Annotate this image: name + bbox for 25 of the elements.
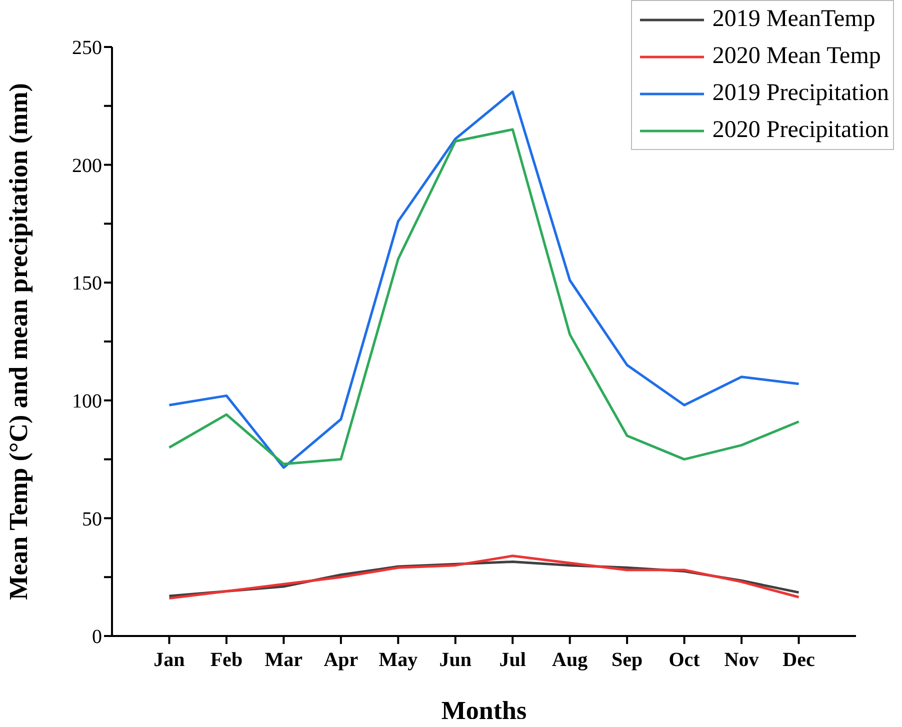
- y-tick-label: 0: [92, 626, 102, 648]
- y-tick-label: 100: [72, 390, 102, 412]
- x-tick-label: May: [378, 649, 418, 672]
- x-tick-label: Jun: [439, 649, 472, 672]
- legend-label: 2020 Precipitation: [712, 116, 889, 145]
- x-tick-label: Nov: [724, 649, 759, 672]
- line-series: [168, 554, 800, 600]
- y-tick-label: 50: [82, 508, 102, 530]
- legend-label: 2020 Mean Temp: [712, 42, 881, 71]
- x-tick-label: Feb: [210, 649, 243, 672]
- x-tick-label: Jan: [154, 649, 185, 672]
- x-tick-label: Apr: [324, 649, 358, 672]
- x-tick-label: Jul: [499, 649, 526, 672]
- y-tick-label: 200: [72, 154, 102, 177]
- legend-label: 2019 MeanTemp: [712, 5, 876, 34]
- y-tick-label: 150: [72, 272, 102, 295]
- x-axis-title: Months: [441, 696, 527, 725]
- x-tick-label: Oct: [668, 649, 700, 672]
- x-tick-label: Aug: [552, 649, 588, 672]
- x-tick-label: Mar: [264, 649, 303, 672]
- x-tick-label: Sep: [612, 649, 643, 672]
- y-tick-label: 250: [72, 37, 102, 60]
- x-tick-label: Dec: [782, 649, 815, 672]
- y-axis-title: Mean Temp (°C) and mean precipitation (mm): [4, 83, 34, 600]
- legend-label: 2019 Precipitation: [712, 79, 889, 108]
